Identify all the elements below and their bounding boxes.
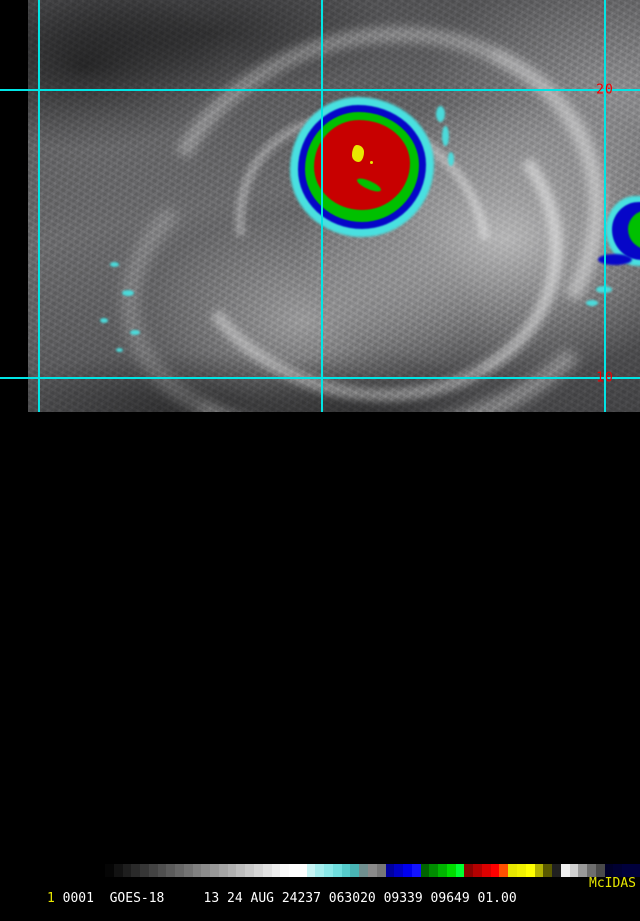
cluster-tail bbox=[598, 254, 632, 265]
storm-eye-marker bbox=[352, 145, 364, 162]
cyan-wisp-6 bbox=[442, 126, 449, 146]
parallel-line-20 bbox=[0, 89, 640, 91]
month-name: AUG bbox=[250, 891, 274, 906]
latitude-label-10: 10 bbox=[596, 370, 614, 386]
meridian-line-140 bbox=[38, 0, 40, 480]
status-gap-a bbox=[55, 891, 63, 906]
parallel-line-10 bbox=[0, 377, 640, 379]
status-gap-h bbox=[376, 891, 384, 906]
cyan-wisp-0 bbox=[110, 262, 119, 267]
time-utc: 063020 bbox=[328, 891, 376, 906]
meridian-line-130 bbox=[321, 0, 323, 480]
cyan-wisp-2 bbox=[100, 318, 108, 323]
cluster-ring-green bbox=[628, 210, 640, 250]
frame-number: 1 bbox=[46, 891, 55, 906]
status-gap-j bbox=[470, 891, 478, 906]
status-gap-c bbox=[164, 891, 203, 906]
status-gap-i bbox=[423, 891, 431, 906]
storm-core-enhancement bbox=[290, 97, 434, 237]
line-coordinate: 09339 bbox=[383, 891, 423, 906]
satellite-raster[interactable] bbox=[28, 0, 640, 412]
mcidas-branding: McIDAS bbox=[589, 876, 636, 891]
status-gap-d bbox=[219, 891, 227, 906]
status-gap-e bbox=[243, 891, 251, 906]
satellite-name: GOES-18 bbox=[109, 891, 165, 906]
resolution: 01.00 bbox=[477, 891, 517, 906]
cyan-wisp-1 bbox=[122, 290, 134, 296]
status-gap-f bbox=[274, 891, 282, 906]
status-gap-g bbox=[321, 891, 329, 906]
core-ring-red bbox=[314, 120, 410, 210]
cyan-wisp-5 bbox=[436, 106, 445, 122]
cyan-wisp-4 bbox=[116, 348, 123, 352]
cyan-wisp-7 bbox=[448, 152, 454, 166]
meridian-line-120 bbox=[604, 0, 606, 480]
band-number: 13 bbox=[203, 891, 220, 906]
cyan-wisp-3 bbox=[130, 330, 140, 335]
annotation-strip: 1 0001 GOES-18 13 24 AUG 24237 063020 09… bbox=[0, 412, 640, 906]
element-coordinate: 09649 bbox=[430, 891, 470, 906]
cyan-wisp-9 bbox=[586, 300, 598, 306]
day-number: 24 bbox=[227, 891, 243, 906]
image-id: 0001 bbox=[62, 891, 94, 906]
status-line: 1 0001 GOES-18 13 24 AUG 24237 063020 09… bbox=[0, 876, 640, 906]
satellite-image-area[interactable] bbox=[0, 0, 640, 412]
julian-date: 24237 bbox=[281, 891, 321, 906]
secondary-convective-cluster bbox=[598, 196, 640, 266]
latitude-label-20: 20 bbox=[596, 82, 614, 98]
core-hot-pixel bbox=[370, 161, 373, 164]
status-gap-b bbox=[94, 891, 110, 906]
